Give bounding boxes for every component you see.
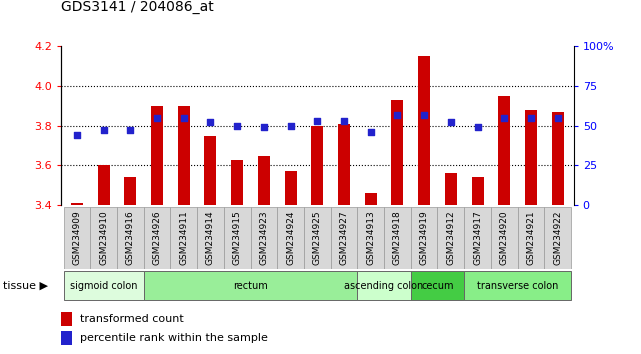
Point: [99, 127, 109, 133]
Point: [72, 132, 82, 138]
Bar: [224, 207, 251, 269]
Bar: [472, 177, 483, 205]
Point: [152, 115, 162, 120]
Point: [499, 115, 510, 120]
Text: GDS3141 / 204086_at: GDS3141 / 204086_at: [61, 0, 213, 14]
Text: cecum: cecum: [421, 281, 454, 291]
Bar: [178, 106, 190, 205]
Bar: [464, 207, 491, 269]
Bar: [464, 272, 571, 300]
Bar: [498, 96, 510, 205]
Bar: [338, 124, 350, 205]
Bar: [61, 331, 72, 345]
Bar: [544, 207, 571, 269]
Point: [179, 115, 189, 120]
Bar: [312, 126, 323, 205]
Point: [285, 123, 296, 129]
Bar: [358, 207, 384, 269]
Point: [445, 120, 456, 125]
Text: GSM234925: GSM234925: [313, 210, 322, 265]
Bar: [197, 207, 224, 269]
Bar: [445, 173, 457, 205]
Bar: [525, 110, 537, 205]
Bar: [285, 171, 297, 205]
Point: [392, 112, 403, 117]
Point: [339, 118, 349, 124]
Text: GSM234924: GSM234924: [286, 210, 295, 265]
Bar: [365, 193, 377, 205]
Bar: [411, 207, 437, 269]
Bar: [358, 272, 411, 300]
Bar: [171, 207, 197, 269]
Text: GSM234920: GSM234920: [500, 210, 509, 265]
Text: GSM234911: GSM234911: [179, 210, 188, 265]
Point: [232, 123, 242, 129]
Bar: [97, 166, 110, 205]
Point: [259, 124, 269, 130]
Bar: [491, 207, 518, 269]
Text: GSM234912: GSM234912: [446, 210, 455, 265]
Point: [419, 112, 429, 117]
Bar: [278, 207, 304, 269]
Bar: [411, 272, 464, 300]
Text: GSM234922: GSM234922: [553, 210, 562, 265]
Bar: [438, 207, 464, 269]
Text: GSM234916: GSM234916: [126, 210, 135, 265]
Text: GSM234923: GSM234923: [260, 210, 269, 265]
Text: GSM234919: GSM234919: [420, 210, 429, 265]
Bar: [231, 160, 243, 205]
Bar: [117, 207, 144, 269]
Bar: [144, 272, 358, 300]
Text: GSM234917: GSM234917: [473, 210, 482, 265]
Bar: [151, 106, 163, 205]
Text: GSM234913: GSM234913: [366, 210, 375, 265]
Text: sigmoid colon: sigmoid colon: [70, 281, 137, 291]
Text: transverse colon: transverse colon: [477, 281, 558, 291]
Point: [205, 120, 215, 125]
Text: transformed count: transformed count: [80, 314, 184, 324]
Bar: [124, 177, 137, 205]
Bar: [251, 207, 278, 269]
Text: rectum: rectum: [233, 281, 268, 291]
Text: GSM234918: GSM234918: [393, 210, 402, 265]
Point: [365, 129, 376, 135]
Point: [553, 115, 563, 120]
Text: GSM234927: GSM234927: [340, 210, 349, 265]
Text: GSM234910: GSM234910: [99, 210, 108, 265]
Text: GSM234909: GSM234909: [72, 210, 81, 265]
Bar: [258, 155, 270, 205]
Point: [125, 127, 135, 133]
Bar: [552, 112, 563, 205]
Point: [472, 124, 483, 130]
Text: ascending colon: ascending colon: [344, 281, 424, 291]
Text: GSM234915: GSM234915: [233, 210, 242, 265]
Bar: [63, 207, 90, 269]
Point: [526, 115, 536, 120]
Text: GSM234914: GSM234914: [206, 210, 215, 265]
Bar: [63, 272, 144, 300]
Point: [312, 118, 322, 124]
Bar: [518, 207, 544, 269]
Bar: [331, 207, 358, 269]
Bar: [204, 136, 217, 205]
Bar: [144, 207, 171, 269]
Text: GSM234926: GSM234926: [153, 210, 162, 265]
Text: GSM234921: GSM234921: [526, 210, 535, 265]
Bar: [384, 207, 411, 269]
Bar: [61, 312, 72, 326]
Bar: [418, 56, 430, 205]
Text: percentile rank within the sample: percentile rank within the sample: [80, 333, 268, 343]
Bar: [304, 207, 331, 269]
Bar: [392, 100, 403, 205]
Text: tissue ▶: tissue ▶: [3, 281, 48, 291]
Bar: [71, 203, 83, 205]
Bar: [90, 207, 117, 269]
